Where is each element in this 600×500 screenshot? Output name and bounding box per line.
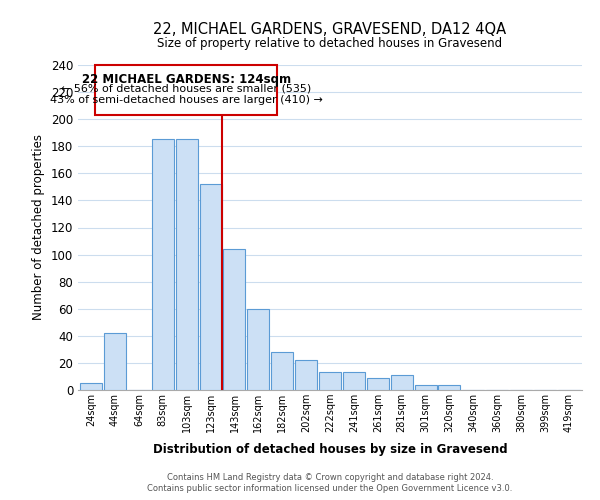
- Bar: [391, 375, 413, 390]
- Bar: [439, 384, 460, 390]
- Text: 43% of semi-detached houses are larger (410) →: 43% of semi-detached houses are larger (…: [50, 95, 323, 105]
- Text: Contains public sector information licensed under the Open Government Licence v3: Contains public sector information licen…: [148, 484, 512, 493]
- Text: 22, MICHAEL GARDENS, GRAVESEND, DA12 4QA: 22, MICHAEL GARDENS, GRAVESEND, DA12 4QA: [154, 22, 506, 38]
- Bar: [319, 372, 341, 390]
- Bar: [415, 384, 437, 390]
- FancyBboxPatch shape: [95, 65, 277, 115]
- Y-axis label: Number of detached properties: Number of detached properties: [32, 134, 45, 320]
- Text: 22 MICHAEL GARDENS: 124sqm: 22 MICHAEL GARDENS: 124sqm: [82, 73, 290, 86]
- Bar: [104, 333, 126, 390]
- Text: Distribution of detached houses by size in Gravesend: Distribution of detached houses by size …: [152, 442, 508, 456]
- Text: Contains HM Land Registry data © Crown copyright and database right 2024.: Contains HM Land Registry data © Crown c…: [167, 472, 493, 482]
- Bar: [152, 140, 174, 390]
- Bar: [200, 184, 221, 390]
- Bar: [295, 360, 317, 390]
- Text: ← 56% of detached houses are smaller (535): ← 56% of detached houses are smaller (53…: [61, 84, 311, 94]
- Bar: [247, 308, 269, 390]
- Bar: [176, 140, 197, 390]
- Bar: [223, 249, 245, 390]
- Bar: [271, 352, 293, 390]
- Bar: [343, 372, 365, 390]
- Bar: [367, 378, 389, 390]
- Bar: [80, 383, 102, 390]
- Text: Size of property relative to detached houses in Gravesend: Size of property relative to detached ho…: [157, 38, 503, 51]
